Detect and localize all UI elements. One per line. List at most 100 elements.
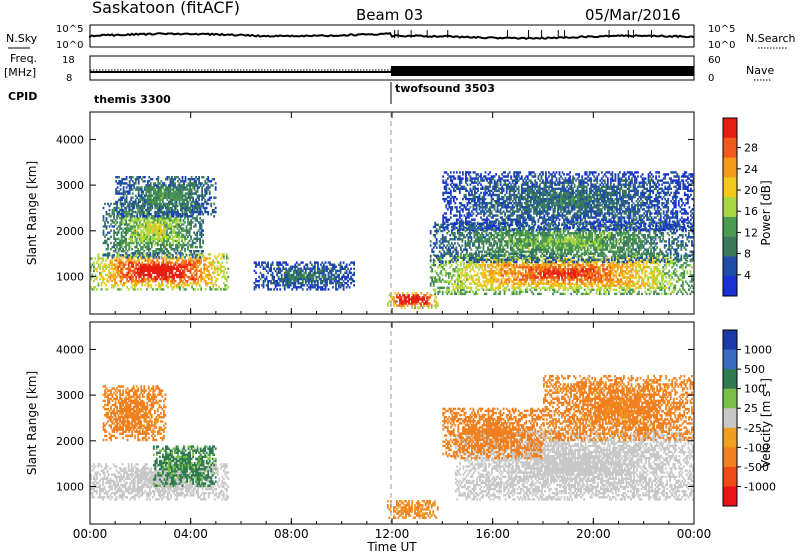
heatmap-cell-0-1 — [138, 221, 141, 224]
heatmap-cell-0-0 — [115, 282, 118, 285]
heatmap-cell-0-0 — [216, 261, 219, 264]
heatmap-cell-0-1 — [116, 241, 118, 245]
heatmap-cell-0-0 — [185, 263, 187, 266]
heatmap-cell-0-1 — [116, 217, 118, 220]
heatmap-cell-0-0 — [142, 267, 145, 270]
heatmap-cell-0-2 — [166, 186, 169, 189]
heatmap-cell-0-1 — [113, 233, 115, 236]
heatmap-cell-0-1 — [176, 241, 179, 245]
heatmap-cell-0-5 — [520, 282, 523, 285]
heatmap-cell-0-1 — [169, 221, 171, 224]
heatmap-cell-0-0 — [215, 277, 218, 281]
heatmap-cell-0-0 — [210, 263, 213, 266]
heatmap-cell-0-0 — [112, 284, 115, 287]
heatmap-cell-0-0 — [161, 280, 163, 283]
heatmap-cell-0-5 — [490, 288, 492, 291]
heatmap-cell-0-2 — [119, 182, 122, 185]
heatmap-cell-0-0 — [96, 275, 98, 279]
heatmap-cell-0-5 — [606, 272, 609, 275]
heatmap-cell-0-3 — [300, 286, 303, 289]
heatmap-cell-0-5 — [544, 270, 547, 273]
heatmap-cell-0-1 — [178, 219, 180, 222]
heatmap-cell-0-0 — [165, 267, 168, 270]
heatmap-cell-0-2 — [128, 182, 131, 185]
heatmap-cell-0-1 — [156, 204, 159, 208]
heatmap-cell-0-1 — [182, 229, 185, 232]
heatmap-cell-0-5 — [529, 274, 532, 277]
heatmap-cell-0-1 — [176, 233, 179, 236]
heatmap-cell-0-1 — [197, 237, 200, 241]
heatmap-cell-0-5 — [627, 280, 630, 283]
heatmap-cell-0-5 — [540, 276, 542, 279]
heatmap-cell-0-1 — [123, 250, 126, 253]
heatmap-cell-0-1 — [113, 254, 115, 257]
cpid-label: CPID — [8, 90, 37, 103]
heatmap-cell-0-5 — [553, 264, 556, 267]
heatmap-cell-0-1 — [125, 215, 127, 218]
heatmap-cell-0-3 — [253, 282, 256, 285]
heatmap-cell-0-5 — [443, 268, 446, 271]
heatmap-cell-0-4 — [402, 294, 404, 297]
heatmap-cell-0-2 — [171, 182, 173, 185]
heatmap-cell-0-1 — [125, 252, 127, 255]
heatmap-cell-0-5 — [571, 282, 574, 285]
heatmap-cell-0-5 — [612, 274, 615, 277]
heatmap-cell-0-5 — [612, 280, 615, 283]
heatmap-cell-0-3 — [267, 284, 269, 287]
heatmap-cell-0-5 — [561, 284, 563, 287]
heatmap-cell-0-3 — [330, 280, 333, 283]
heatmap-cell-0-5 — [567, 272, 569, 275]
heatmap-cell-0-2 — [193, 202, 196, 206]
heatmap-cell-0-5 — [530, 286, 533, 289]
heatmap-cell-0-2 — [181, 186, 184, 189]
heatmap-cell-0-5 — [482, 280, 485, 283]
heatmap-cell-0-3 — [306, 267, 309, 270]
heatmap-cell-0-3 — [283, 284, 286, 287]
heatmap-cell-0-1 — [190, 235, 192, 238]
heatmap-cell-0-0 — [148, 263, 151, 266]
heatmap-cell-0-0 — [213, 267, 216, 270]
heatmap-cell-0-0 — [168, 261, 171, 264]
heatmap-cell-0-1 — [196, 233, 198, 236]
heatmap-cell-0-1 — [181, 227, 183, 230]
heatmap-cell-0-0 — [139, 263, 142, 266]
heatmap-cell-0-1 — [179, 204, 182, 208]
heatmap-cell-0-0 — [102, 269, 104, 273]
heatmap-cell-0-1 — [191, 243, 194, 247]
heatmap-cell-0-2 — [198, 210, 200, 214]
heatmap-cell-0-1 — [152, 231, 155, 234]
heatmap-cell-0-2 — [190, 204, 193, 208]
heatmap-cell-0-3 — [312, 277, 315, 281]
heatmap-cell-0-0 — [111, 284, 113, 287]
heatmap-cell-0-0 — [97, 253, 100, 256]
heatmap-cell-0-5 — [509, 278, 512, 281]
heatmap-cell-0-5 — [444, 274, 447, 277]
heatmap-cell-0-1 — [138, 254, 141, 257]
heatmap-cell-0-3 — [332, 277, 334, 281]
heatmap-cell-0-5 — [618, 274, 621, 277]
heatmap-cell-0-1 — [107, 252, 109, 255]
heatmap-cell-0-0 — [225, 255, 228, 258]
heatmap-cell-0-3 — [292, 269, 295, 273]
heatmap-cell-0-5 — [544, 288, 547, 291]
heatmap-cell-0-5 — [461, 274, 464, 277]
heatmap-cell-0-0 — [133, 261, 136, 264]
heatmap-cell-0-2 — [163, 194, 166, 197]
heatmap-cell-0-5 — [508, 276, 511, 279]
heatmap-cell-0-0 — [148, 259, 151, 262]
heatmap-cell-0-5 — [526, 266, 529, 269]
heatmap-cell-0-0 — [102, 265, 104, 268]
heatmap-cell-0-5 — [612, 288, 615, 291]
heatmap-cell-0-2 — [151, 188, 154, 191]
heatmap-cell-0-0 — [192, 259, 195, 262]
heatmap-cell-0-0 — [153, 261, 156, 264]
heatmap-cell-0-1 — [175, 252, 177, 255]
heatmap-cell-0-5 — [571, 264, 574, 267]
heatmap-cell-0-1 — [117, 241, 120, 245]
heatmap-cell-0-5 — [571, 274, 574, 277]
heatmap-cell-0-0 — [176, 269, 178, 273]
heatmap-cell-0-5 — [550, 270, 553, 273]
heatmap-cell-0-0 — [168, 265, 171, 268]
heatmap-cell-0-5 — [549, 286, 551, 289]
heatmap-cell-0-3 — [303, 273, 306, 277]
